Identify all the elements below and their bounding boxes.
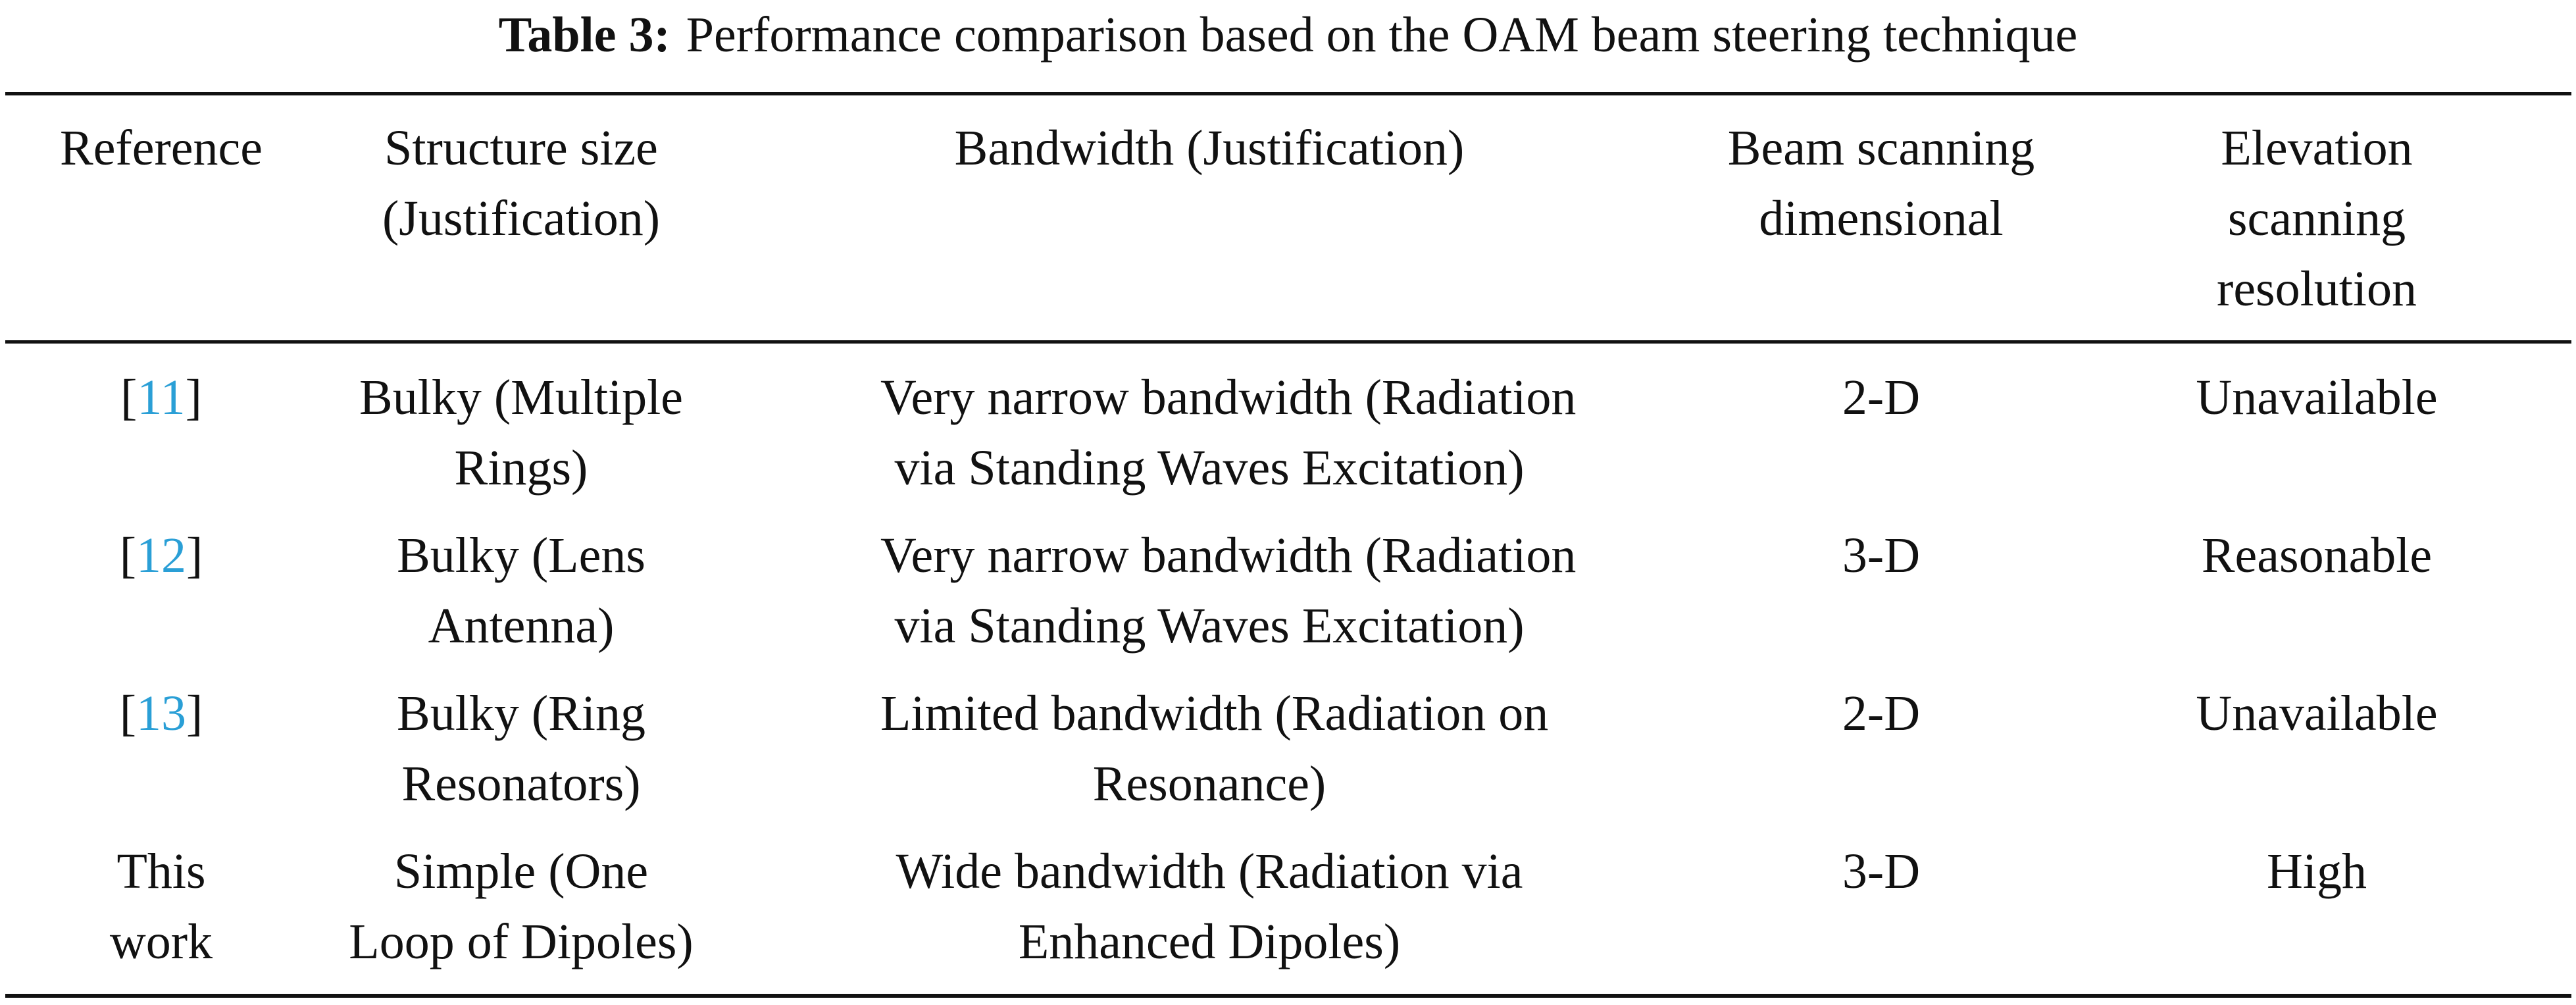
table-cell: Limited bandwidth (Radiation on Resonance… <box>880 679 1549 819</box>
header-text: Elevation <box>2221 120 2413 176</box>
cell-text: Resonance) <box>1092 756 1326 812</box>
cell-text: via Standing Waves Excitation) <box>894 598 1525 654</box>
header-cell: Bandwidth (Justification) <box>880 113 1538 184</box>
citation-link[interactable]: 11 <box>137 370 186 425</box>
cell-text: This <box>116 844 206 899</box>
header-cell: Elevation scanning resolution <box>1988 113 2576 324</box>
cell-text: Wide bandwidth (Radiation via <box>896 844 1523 899</box>
table-cell: Unavailable <box>1988 363 2576 433</box>
table-cell: 3-D <box>1552 521 2210 591</box>
header-rule <box>5 340 2571 344</box>
reference-cell: [11] <box>0 363 490 433</box>
cell-text: via Standing Waves Excitation) <box>894 440 1525 496</box>
table-cell: 3-D <box>1552 837 2210 907</box>
cell-text: Resonators) <box>401 756 641 812</box>
citation-link[interactable]: 12 <box>136 528 186 583</box>
table-cell: Unavailable <box>1988 679 2576 749</box>
header-cell: Structure size (Justification) <box>192 113 850 254</box>
reference-line: [11] <box>0 363 490 433</box>
top-rule <box>5 92 2571 95</box>
cell-text: Reasonable <box>2201 528 2433 583</box>
header-text: dimensional <box>1759 191 2004 246</box>
citation-link[interactable]: 13 <box>136 686 186 741</box>
table-cell: Bulky (Lens Antenna) <box>192 521 850 661</box>
cell-text: 2-D <box>1842 370 1921 425</box>
cell-text: work <box>109 914 213 969</box>
table-cell: Simple (One Loop of Dipoles) <box>192 837 850 977</box>
bracket: ] <box>186 528 203 583</box>
reference-cell: This work <box>0 837 490 977</box>
bracket: [ <box>119 528 136 583</box>
cell-text: 2-D <box>1842 686 1921 741</box>
bracket: ] <box>186 686 203 741</box>
header-text: Beam scanning <box>1727 120 2035 176</box>
cell-text: High <box>2267 844 2367 899</box>
cell-text: Bulky (Multiple <box>359 370 683 425</box>
header-text: scanning <box>2227 191 2406 246</box>
cell-text: Loop of Dipoles) <box>349 914 694 969</box>
cell-text: Antenna) <box>428 598 615 654</box>
header-text: Structure size <box>384 120 658 176</box>
table-cell: Reasonable <box>1988 521 2576 591</box>
reference-cell: [13] <box>0 679 490 749</box>
caption-label: Table 3: <box>498 7 670 63</box>
table-cell: High <box>1988 837 2576 907</box>
cell-text: Rings) <box>454 440 588 496</box>
cell-text: Enhanced Dipoles) <box>1018 914 1401 969</box>
header-text: Bandwidth (Justification) <box>954 120 1465 176</box>
table-cell: 2-D <box>1552 679 2210 749</box>
table-cell: 2-D <box>1552 363 2210 433</box>
bottom-rule <box>5 994 2571 998</box>
reference-line: [12] <box>0 521 490 591</box>
cell-text: 3-D <box>1842 528 1921 583</box>
reference-cell: [12] <box>0 521 490 591</box>
cell-text: Bulky (Ring <box>397 686 645 741</box>
cell-text: Very narrow bandwidth (Radiation <box>880 528 1577 583</box>
caption: Table 3: Performance comparison based on … <box>0 5 2576 64</box>
caption-text: Performance comparison based on the OAM … <box>686 7 2078 63</box>
cell-text: Limited bandwidth (Radiation on <box>880 686 1549 741</box>
header-text: Reference <box>60 120 263 176</box>
bracket: [ <box>120 370 138 425</box>
bracket: ] <box>185 370 202 425</box>
table-cell: Wide bandwidth (Radiation via Enhanced Di… <box>880 837 1538 977</box>
header-text: resolution <box>2217 261 2417 317</box>
header-cell: Beam scanning dimensional <box>1552 113 2210 254</box>
header-cell: Reference <box>0 113 490 184</box>
cell-text: Simple (One <box>393 844 649 899</box>
table-cell: Very narrow bandwidth (Radiation via Stan… <box>880 521 1577 661</box>
reference-line: [13] <box>0 679 490 749</box>
cell-text: 3-D <box>1842 844 1921 899</box>
cell-text: Unavailable <box>2196 370 2438 425</box>
table-cell: Very narrow bandwidth (Radiation via Stan… <box>880 363 1577 503</box>
cell-text: Very narrow bandwidth (Radiation <box>880 370 1577 425</box>
bracket: [ <box>119 686 136 741</box>
cell-text: Bulky (Lens <box>397 528 645 583</box>
cell-text: Unavailable <box>2196 686 2438 741</box>
header-text: (Justification) <box>382 191 661 246</box>
table-cell: Bulky (Multiple Rings) <box>192 363 850 503</box>
table-cell: Bulky (Ring Resonators) <box>192 679 850 819</box>
